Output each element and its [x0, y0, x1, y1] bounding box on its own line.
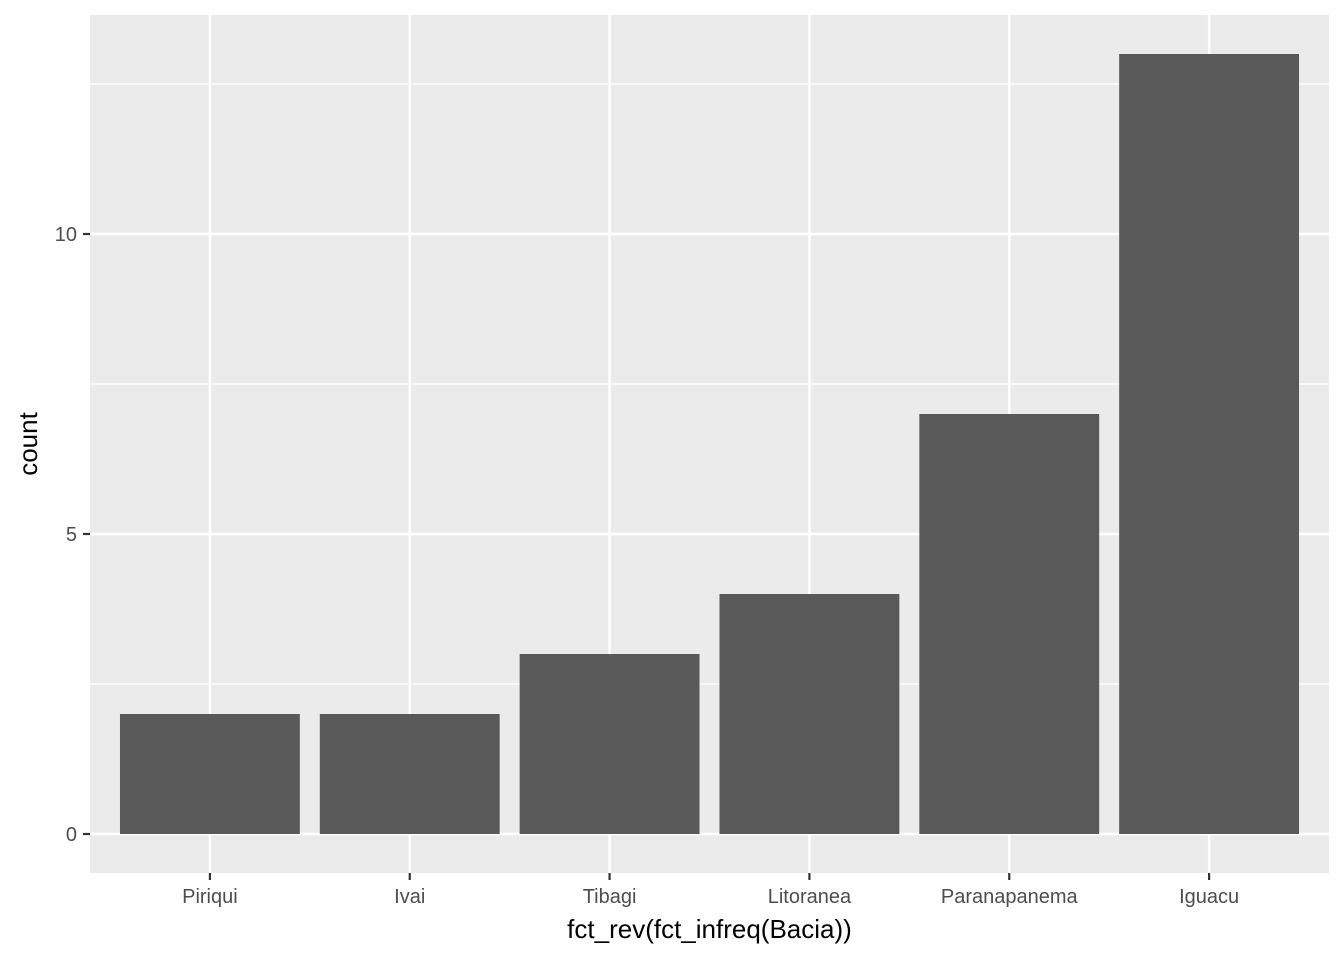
x-tick-label: Litoranea: [768, 886, 852, 908]
bar-paranapanema: [919, 414, 1100, 834]
bar-iguacu: [1119, 54, 1300, 834]
x-tick-label: Ivai: [394, 886, 425, 908]
y-axis: 0 5 10: [55, 224, 90, 846]
bars: [119, 54, 1300, 834]
bar-litoranea: [719, 594, 900, 834]
x-tick-label: Tibagi: [583, 886, 637, 908]
bar-piriqui: [119, 714, 300, 834]
x-axis: Piriqui Ivai Tibagi Litoranea Paranapanema Ig…: [182, 873, 1239, 908]
y-axis-title: count: [13, 411, 43, 475]
y-tick-label: 5: [66, 524, 77, 546]
x-tick-label: Iguacu: [1179, 886, 1239, 908]
x-tick-label: Piriqui: [182, 886, 238, 908]
y-tick-label: 10: [55, 224, 77, 246]
x-axis-title: fct_rev(fct_infreq(Bacia)): [567, 914, 852, 944]
bar-ivai: [319, 714, 500, 834]
y-tick-label: 0: [66, 824, 77, 846]
x-tick-label: Paranapanema: [941, 886, 1079, 908]
bar-tibagi: [519, 654, 700, 834]
